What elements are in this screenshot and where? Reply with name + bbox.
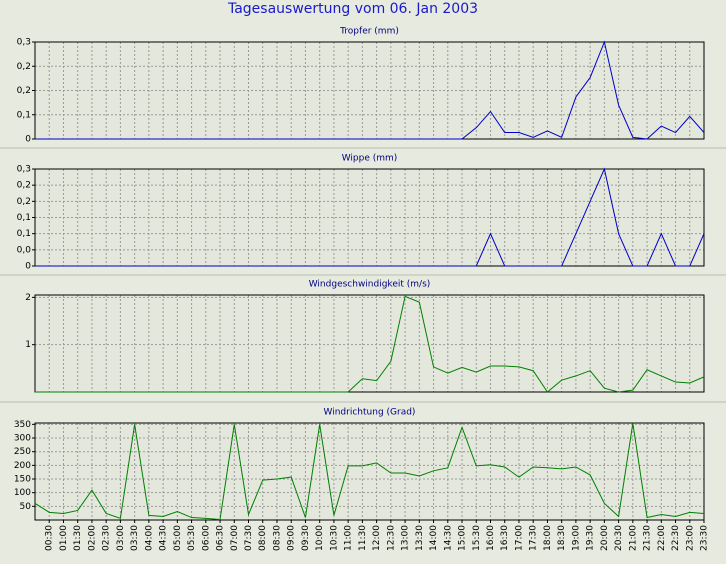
x-tick-label: 03:30 — [130, 525, 140, 551]
x-tick-label: 09:30 — [301, 525, 311, 551]
x-tick-label: 07:00 — [230, 525, 240, 551]
x-tick-label: 18:00 — [543, 525, 553, 551]
x-tick-label: 12:00 — [372, 525, 382, 551]
x-tick-label: 08:30 — [272, 525, 282, 551]
x-tick-label: 07:30 — [244, 525, 254, 551]
x-tick-label: 15:30 — [472, 525, 482, 551]
y-tick-label: 0,2 — [17, 197, 31, 207]
x-tick-label: 02:30 — [102, 525, 112, 551]
x-tick-label: 06:30 — [216, 525, 226, 551]
y-tick-label: 150 — [14, 475, 31, 485]
x-tick-label: 23:30 — [700, 525, 710, 551]
y-tick-label: 2 — [25, 293, 31, 303]
x-tick-label: 18:30 — [557, 525, 567, 551]
y-tick-label: 0,2 — [17, 181, 31, 191]
x-tick-label: 11:00 — [344, 525, 354, 551]
y-tick-label: 0 — [25, 262, 31, 272]
x-tick-label: 22:00 — [657, 525, 667, 551]
data-line — [35, 40, 705, 140]
plot-area — [35, 295, 704, 392]
x-tick-label: 03:00 — [116, 525, 126, 551]
x-tick-label: 01:30 — [73, 525, 83, 551]
x-tick-label: 12:30 — [386, 525, 396, 551]
x-tick-label: 22:30 — [671, 525, 681, 551]
plot-border — [34, 422, 705, 521]
x-tick-label: 20:00 — [600, 525, 610, 551]
x-tick-label: 15:00 — [458, 525, 468, 551]
x-tick-label: 08:00 — [258, 525, 268, 551]
data-line — [35, 167, 705, 267]
y-tick-label: 0,3 — [17, 165, 31, 175]
x-tick-label: 14:30 — [443, 525, 453, 551]
y-tick-label: 0,2 — [17, 86, 31, 96]
y-tick-label: 0,0 — [17, 245, 32, 255]
x-tick-label: 11:30 — [358, 525, 368, 551]
data-line — [34, 423, 705, 520]
x-tick-label: 09:00 — [287, 525, 297, 551]
plot-border — [34, 294, 705, 393]
y-tick-label: 0 — [25, 135, 31, 145]
x-tick-label: 20:30 — [614, 525, 624, 551]
x-tick-label: 21:00 — [628, 525, 638, 551]
x-tick-label: 05:30 — [187, 525, 197, 551]
x-tick-label: 04:00 — [144, 525, 154, 551]
x-tick-label: 16:00 — [486, 525, 496, 551]
x-tick-label: 19:00 — [571, 525, 581, 551]
y-tick-label: 0,2 — [17, 62, 31, 72]
y-tick-label: 1 — [25, 340, 31, 350]
x-tick-label: 21:30 — [643, 525, 653, 551]
x-tick-label: 13:30 — [415, 525, 425, 551]
panel-title: Wippe (mm) — [342, 154, 398, 164]
y-tick-label: 50 — [20, 502, 32, 512]
x-tick-label: 10:30 — [329, 525, 339, 551]
y-tick-label: 0,1 — [17, 110, 31, 120]
x-tick-label: 00:30 — [45, 525, 55, 551]
y-tick-label: 350 — [14, 420, 31, 430]
x-tick-label: 13:00 — [401, 525, 411, 551]
x-tick-label: 06:00 — [201, 525, 211, 551]
x-tick-label: 02:00 — [87, 525, 97, 551]
x-tick-label: 10:00 — [315, 525, 325, 551]
x-tick-label: 17:30 — [529, 525, 539, 551]
x-tick-label: 23:00 — [685, 525, 695, 551]
page-title: Tagesauswertung vom 06. Jan 2003 — [227, 1, 478, 17]
y-tick-label: 0,1 — [17, 213, 31, 223]
x-tick-label: 17:00 — [514, 525, 524, 551]
y-tick-label: 250 — [14, 447, 31, 457]
x-tick-label: 04:30 — [159, 525, 169, 551]
y-tick-label: 200 — [14, 461, 31, 471]
y-tick-label: 0,3 — [17, 38, 31, 48]
x-tick-label: 01:00 — [59, 525, 69, 551]
data-line — [35, 295, 705, 393]
panel-title: Windgeschwindigkeit (m/s) — [309, 280, 431, 290]
x-tick-label: 14:00 — [429, 525, 439, 551]
panel-title: Windrichtung (Grad) — [324, 408, 416, 418]
y-tick-label: 100 — [14, 488, 31, 498]
x-tick-label: 16:30 — [500, 525, 510, 551]
x-tick-label: 19:30 — [586, 525, 596, 551]
y-tick-label: 300 — [14, 434, 31, 444]
y-tick-label: 0,1 — [17, 229, 31, 239]
x-tick-label: 05:00 — [173, 525, 183, 551]
panel-title: Tropfer (mm) — [339, 27, 399, 37]
plot-area — [35, 423, 704, 520]
